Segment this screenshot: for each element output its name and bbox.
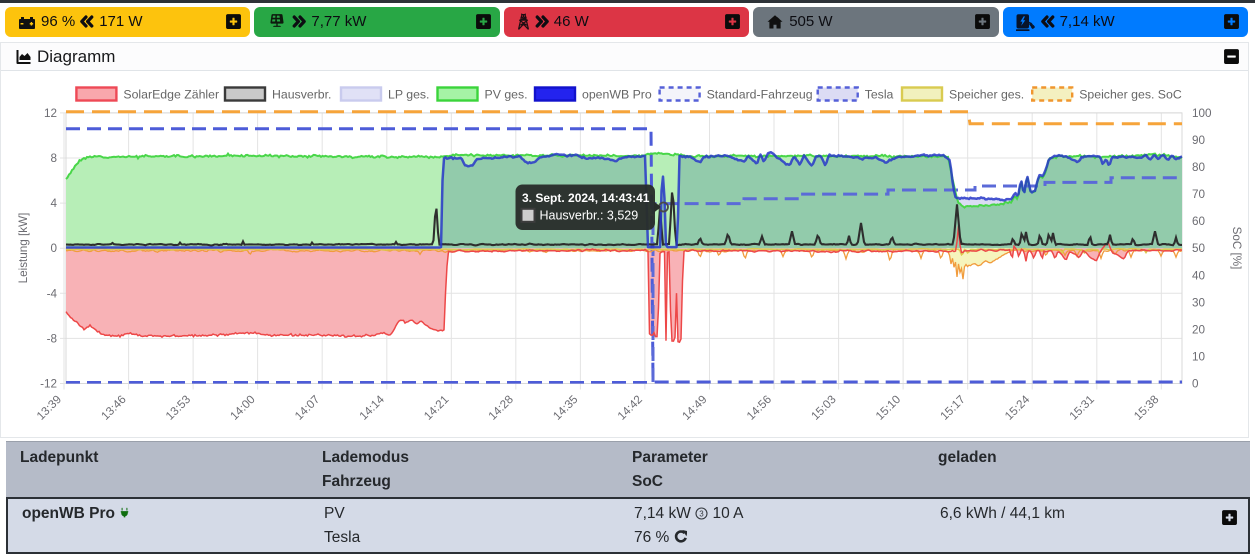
svg-text:14:35: 14:35 xyxy=(551,393,581,423)
svg-text:-4: -4 xyxy=(47,287,58,300)
svg-text:LP ges.: LP ges. xyxy=(388,88,429,102)
svg-text:14:00: 14:00 xyxy=(228,393,258,423)
svg-text:70: 70 xyxy=(1192,188,1206,201)
svg-text:14:42: 14:42 xyxy=(615,393,645,423)
svg-text:10: 10 xyxy=(1192,350,1206,363)
svg-text:SolarEdge Zähler: SolarEdge Zähler xyxy=(123,88,219,102)
svg-text:openWB Pro: openWB Pro xyxy=(582,88,652,102)
svg-text:90: 90 xyxy=(1192,134,1206,147)
svg-text:13:46: 13:46 xyxy=(99,393,129,423)
svg-text:15:10: 15:10 xyxy=(873,393,903,423)
svg-text:80: 80 xyxy=(1192,161,1206,174)
svg-text:13:39: 13:39 xyxy=(34,393,64,423)
svg-text:Speicher ges. SoC: Speicher ges. SoC xyxy=(1079,88,1182,102)
svg-text:50: 50 xyxy=(1192,242,1206,255)
svg-text:3: 3 xyxy=(699,509,704,518)
svg-text:13:53: 13:53 xyxy=(163,393,193,423)
svg-text:-8: -8 xyxy=(47,332,57,345)
svg-text:8: 8 xyxy=(50,152,57,165)
svg-text:SoC [%]: SoC [%] xyxy=(1230,227,1243,270)
svg-text:30: 30 xyxy=(1192,296,1206,309)
svg-text:100: 100 xyxy=(1192,107,1212,120)
svg-text:40: 40 xyxy=(1192,269,1206,282)
svg-text:15:03: 15:03 xyxy=(809,393,839,423)
svg-text:Standard-Fahrzeug: Standard-Fahrzeug xyxy=(707,88,813,102)
svg-text:14:14: 14:14 xyxy=(357,393,387,423)
svg-text:14:56: 14:56 xyxy=(744,393,774,423)
svg-text:15:38: 15:38 xyxy=(1132,393,1162,423)
svg-text:Leistung [kW]: Leistung [kW] xyxy=(17,213,30,284)
svg-text:14:21: 14:21 xyxy=(422,393,452,423)
svg-text:14:07: 14:07 xyxy=(292,393,322,423)
svg-text:Tesla: Tesla xyxy=(865,88,894,102)
svg-text:15:24: 15:24 xyxy=(1002,393,1032,423)
svg-text:0: 0 xyxy=(1192,378,1199,391)
svg-text:0: 0 xyxy=(50,242,57,255)
svg-text:3. Sept. 2024, 14:43:41: 3. Sept. 2024, 14:43:41 xyxy=(522,191,650,205)
svg-text:Speicher ges.: Speicher ges. xyxy=(949,88,1024,102)
svg-text:Hausverbr.: 3,529: Hausverbr.: 3,529 xyxy=(540,209,639,223)
svg-text:20: 20 xyxy=(1192,323,1206,336)
svg-text:4: 4 xyxy=(50,197,57,210)
svg-text:15:31: 15:31 xyxy=(1067,393,1097,423)
svg-text:Hausverbr.: Hausverbr. xyxy=(272,88,331,102)
svg-text:15:17: 15:17 xyxy=(938,393,968,423)
svg-text:60: 60 xyxy=(1192,215,1206,228)
svg-text:14:49: 14:49 xyxy=(680,393,710,423)
svg-text:12: 12 xyxy=(44,107,57,120)
svg-text:PV ges.: PV ges. xyxy=(485,88,528,102)
svg-text:-12: -12 xyxy=(40,378,57,391)
svg-text:14:28: 14:28 xyxy=(486,393,516,423)
